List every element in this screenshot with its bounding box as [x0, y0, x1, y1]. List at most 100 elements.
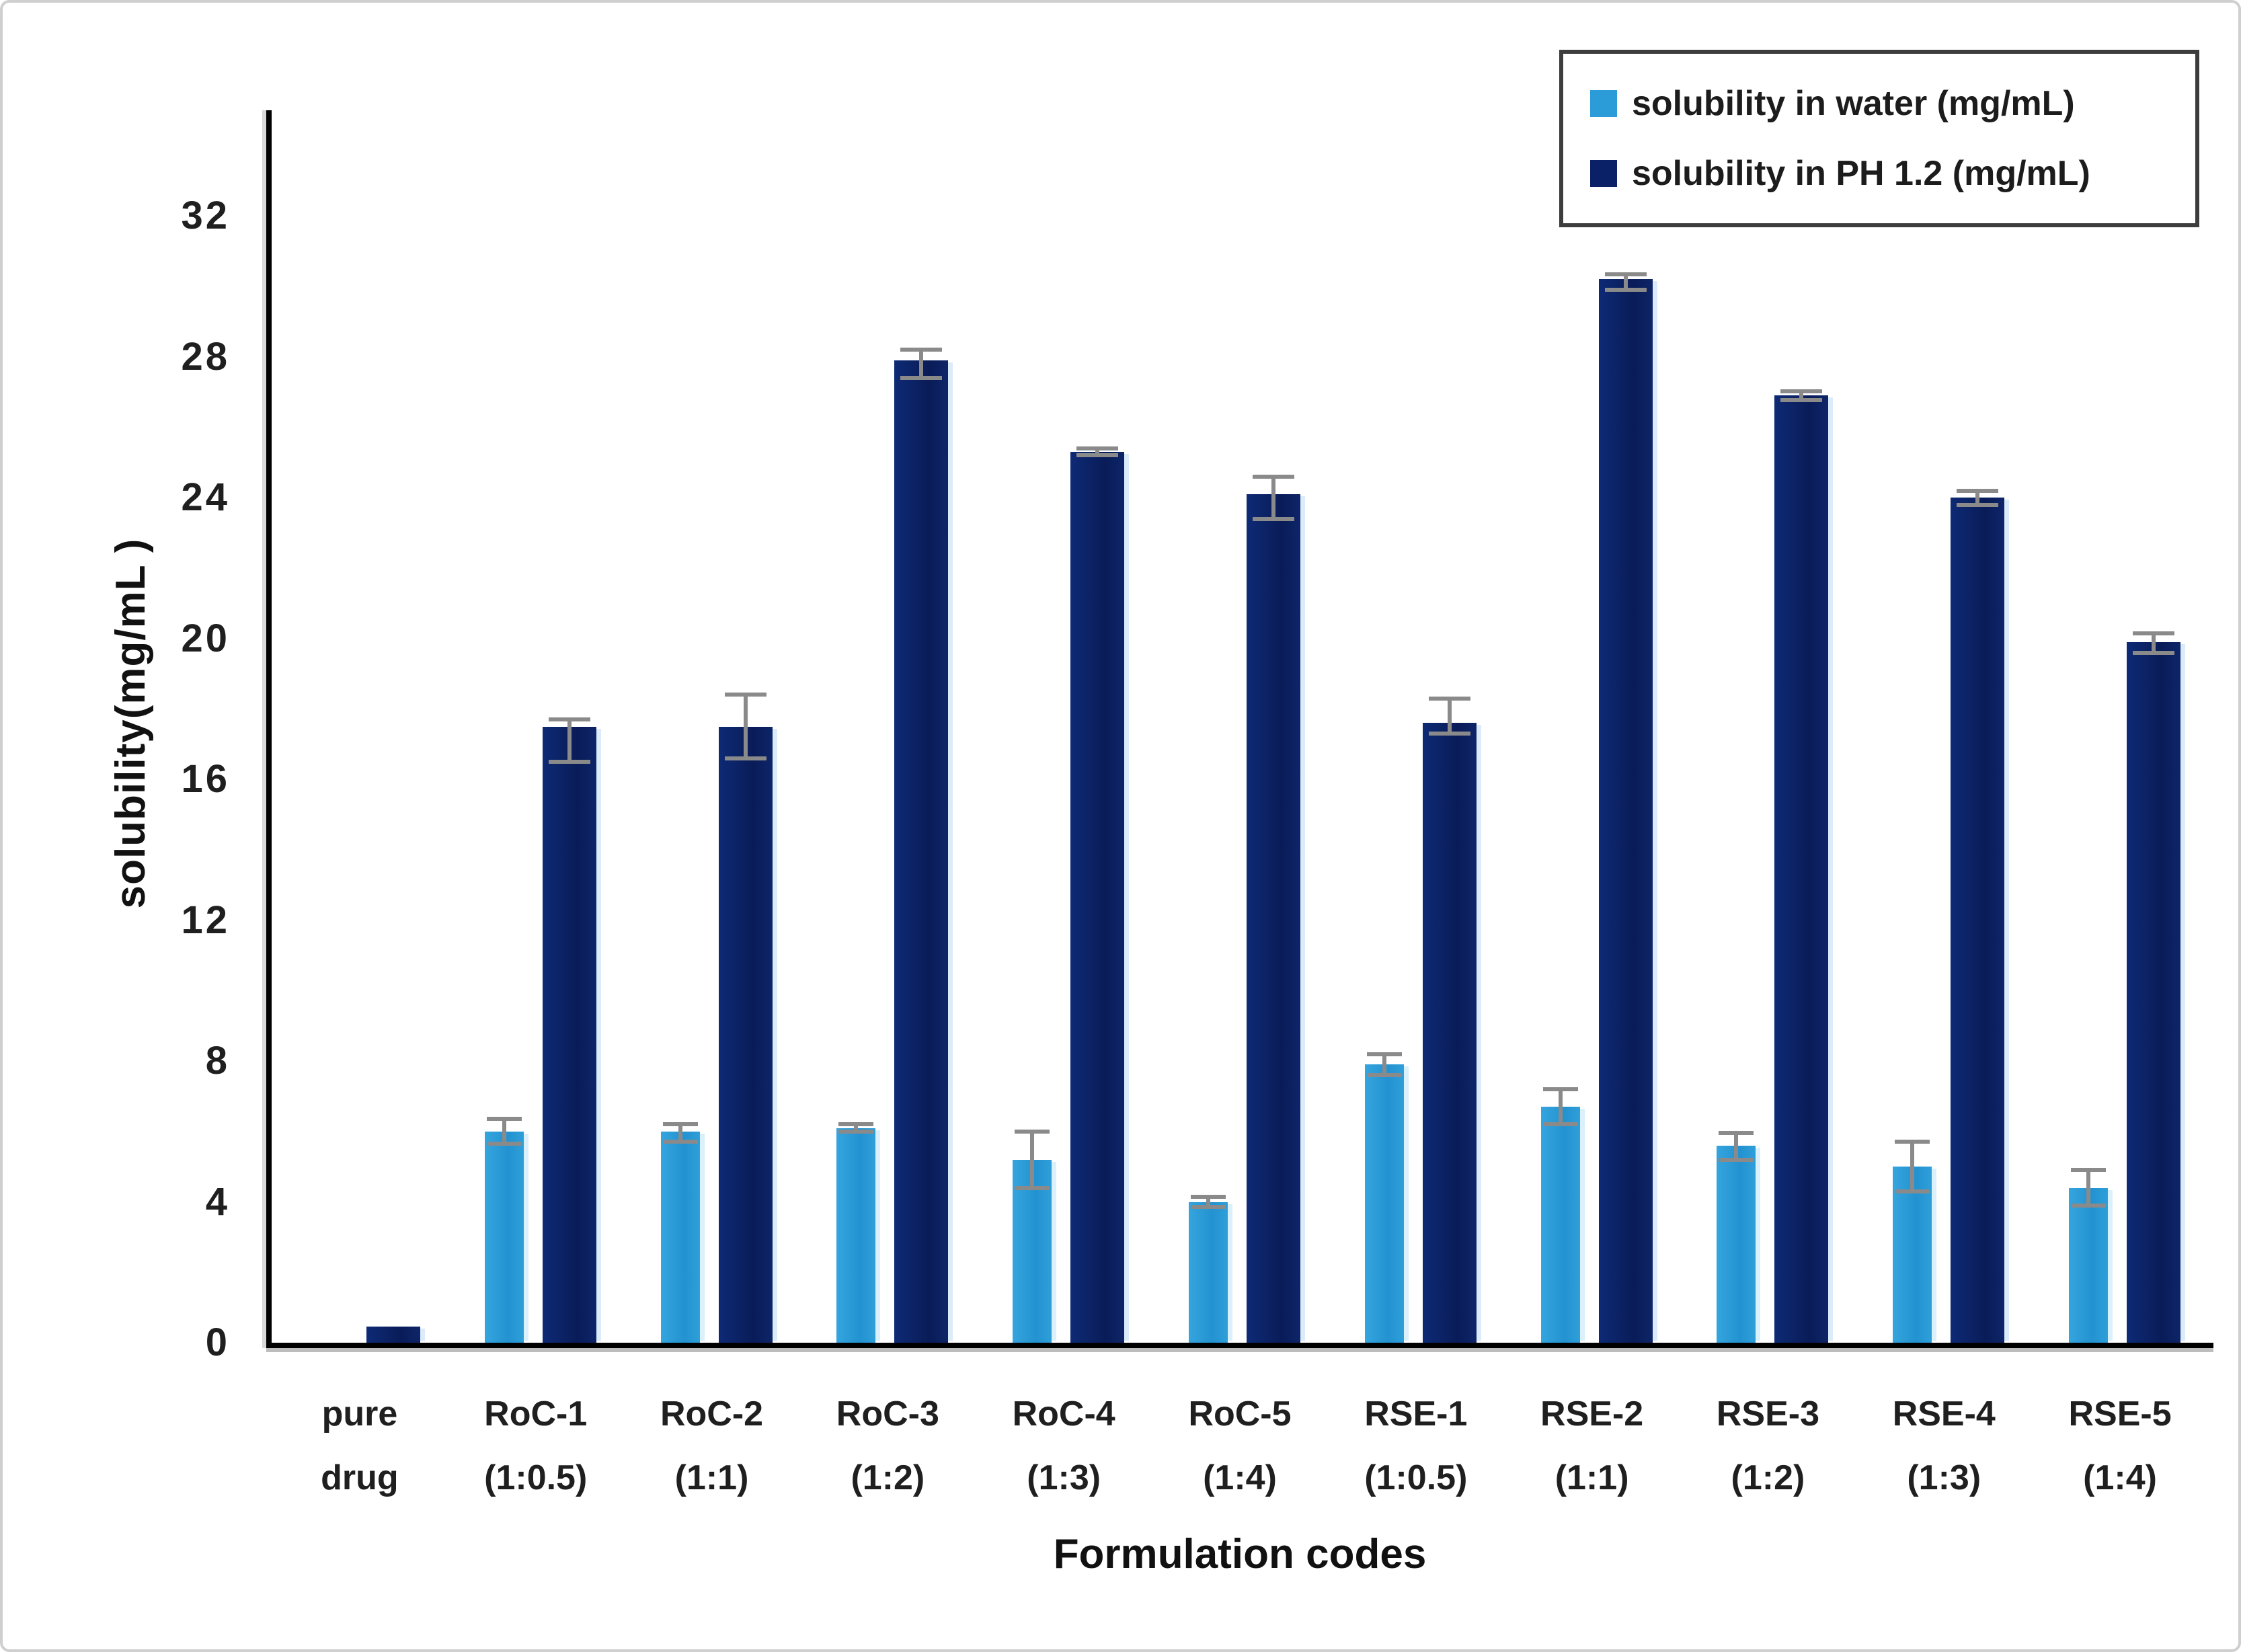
error-bar-cap — [1542, 1122, 1578, 1127]
water-bar-RSE-5 — [2069, 1187, 2109, 1343]
error-bar — [1975, 490, 1980, 505]
legend-label-ph: solubility in PH 1.2 (mg/mL) — [1632, 154, 2090, 193]
x-category-label-line: (1:4) — [2083, 1458, 2157, 1497]
y-tick-label: 4 — [205, 1179, 230, 1224]
x-category-label-line: (1:3) — [1907, 1458, 1981, 1497]
x-category-label: RSE-2 (1:1) — [1504, 1382, 1680, 1510]
legend-item-ph: solubility in PH 1.2 (mg/mL) — [1590, 153, 2168, 194]
plot-area — [266, 110, 2213, 1348]
ph-bar-RSE-1 — [1422, 723, 1477, 1343]
y-tick-label: 12 — [181, 898, 230, 942]
error-bar-cap — [2133, 650, 2175, 655]
legend-label-water: solubility in water (mg/mL) — [1632, 84, 2075, 123]
x-category-label-line: RSE-5 — [2068, 1394, 2172, 1433]
x-category-label: RoC-2 (1:1) — [624, 1382, 800, 1510]
x-category-label-line: RoC-1 — [484, 1394, 588, 1433]
error-bar-cap — [2071, 1203, 2107, 1208]
error-bar-cap — [1895, 1189, 1930, 1193]
error-bar-cap — [548, 759, 590, 764]
error-bar-cap — [548, 717, 590, 722]
y-tick-label: 16 — [181, 757, 230, 801]
error-bar-cap — [1366, 1052, 1402, 1056]
error-bar-cap — [1542, 1087, 1578, 1091]
error-bar-cap — [1604, 272, 1647, 276]
water-bar-RSE-4 — [1893, 1167, 1932, 1343]
error-bar-cap — [1253, 516, 1294, 521]
error-bar — [854, 1124, 859, 1132]
x-category-label-line: (1:4) — [1203, 1458, 1277, 1497]
water-bar-RoC-2 — [660, 1131, 700, 1343]
error-bar-cap — [838, 1129, 874, 1134]
water-bar-RoC-3 — [836, 1128, 876, 1343]
error-bar — [1734, 1133, 1739, 1160]
error-bar — [2086, 1170, 2091, 1206]
error-bar-cap — [2071, 1168, 2107, 1173]
error-bar — [1623, 274, 1628, 290]
error-bar-cap — [1719, 1131, 1754, 1136]
error-bar-cap — [1191, 1194, 1226, 1199]
x-category-label-line: drug — [321, 1458, 399, 1497]
x-category-label: RSE-3 (1:2) — [1680, 1382, 1856, 1510]
x-category-label-line: (1:1) — [674, 1458, 749, 1497]
water-bar-RSE-2 — [1540, 1107, 1580, 1343]
error-bar — [1910, 1142, 1915, 1191]
y-tick-label: 32 — [181, 194, 230, 238]
x-category-label-line: RSE-2 — [1540, 1394, 1644, 1433]
x-category-label: RoC-3 (1:2) — [799, 1382, 976, 1510]
error-bar-cap — [1957, 488, 1999, 493]
x-category-label-line: RoC-2 — [660, 1394, 764, 1433]
x-axis-line — [266, 1343, 2213, 1348]
error-bar — [743, 695, 748, 758]
error-bar-cap — [1780, 397, 1823, 402]
ph-bar-RSE-2 — [1598, 279, 1653, 1343]
x-category-label: pure drug — [272, 1382, 448, 1510]
x-category-label: RoC-1 (1:0.5) — [448, 1382, 624, 1510]
ph-bar-RoC-1 — [542, 726, 596, 1343]
error-bar-cap — [724, 756, 766, 760]
y-tick-label: 0 — [205, 1321, 230, 1364]
error-bar-cap — [1366, 1072, 1402, 1077]
x-category-label-line: (1:2) — [851, 1458, 925, 1497]
x-category-label-line: (1:2) — [1731, 1458, 1805, 1497]
ph-series-swatch-icon — [1590, 160, 1617, 187]
water-bar-RoC-5 — [1189, 1202, 1228, 1343]
x-axis-title: Formulation codes — [1053, 1531, 1427, 1577]
error-bar-cap — [662, 1122, 698, 1127]
error-bar-cap — [900, 376, 943, 381]
error-bar — [1271, 476, 1275, 519]
x-axis-category-labels: pure drug RoC-1 (1:0.5) RoC-2 (1:1) RoC-3 (1:2)… — [272, 1382, 2208, 1517]
ph-bar-RoC-2 — [718, 726, 773, 1343]
x-category-label-line: RoC-3 — [836, 1394, 939, 1433]
error-bar — [678, 1124, 682, 1142]
x-category-label-line: RSE-3 — [1716, 1394, 1820, 1433]
x-category-label-line: RSE-1 — [1364, 1394, 1468, 1433]
error-bar-cap — [486, 1117, 522, 1122]
error-bar — [2152, 633, 2156, 653]
error-bar-cap — [900, 348, 943, 352]
ph-bar-RSE-3 — [1774, 395, 1829, 1343]
water-bar-RSE-1 — [1364, 1064, 1404, 1343]
ph-bar-RoC-4 — [1070, 452, 1125, 1343]
x-category-label-line: RSE-4 — [1892, 1394, 1996, 1433]
error-bar — [567, 719, 572, 762]
error-bar-cap — [1780, 389, 1823, 393]
y-tick-label: 28 — [181, 334, 230, 379]
error-bar-cap — [1015, 1129, 1050, 1134]
ph-bar-RoC-5 — [1247, 494, 1300, 1343]
error-bar — [1558, 1089, 1563, 1125]
y-axis-tick-labels: 0 4 8 12 16 20 24 28 32 — [3, 110, 238, 1364]
x-category-label-line: (1:0.5) — [1364, 1458, 1468, 1497]
error-bar-cap — [724, 693, 766, 697]
y-axis-line — [266, 110, 272, 1348]
error-bar-cap — [1957, 502, 1999, 507]
water-series-swatch-icon — [1590, 90, 1617, 117]
error-bar-cap — [1428, 731, 1470, 736]
error-bar — [1447, 698, 1452, 734]
error-bar-cap — [1253, 474, 1294, 479]
error-bar-cap — [838, 1122, 874, 1127]
x-category-label-line: RoC-5 — [1188, 1394, 1292, 1433]
error-bar-cap — [1895, 1140, 1930, 1144]
x-category-label-line: (1:1) — [1555, 1458, 1629, 1497]
error-bar-cap — [1191, 1205, 1226, 1210]
